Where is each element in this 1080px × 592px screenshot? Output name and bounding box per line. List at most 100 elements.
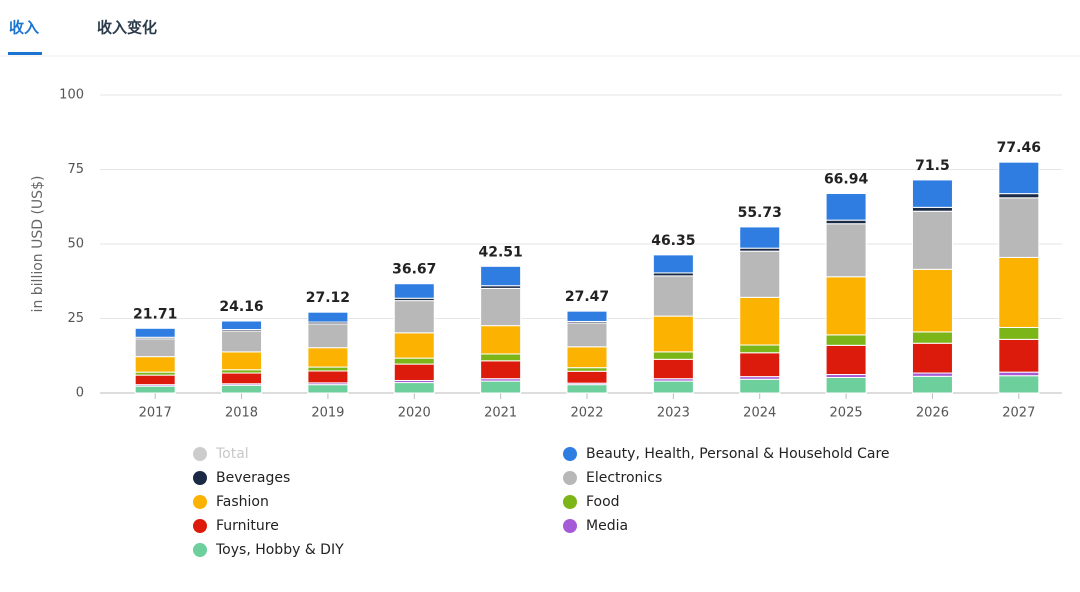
- bar-segment: [825, 223, 867, 278]
- bar-segment: [825, 193, 867, 221]
- legend-label[interactable]: Furniture: [216, 518, 279, 534]
- y-axis-label: in billion USD (US$): [30, 176, 46, 313]
- legend-label[interactable]: Beverages: [216, 470, 290, 486]
- x-tick-label: 2021: [484, 406, 517, 421]
- legend-marker: [563, 471, 577, 485]
- bar-segment: [998, 197, 1040, 258]
- bar-segment: [566, 367, 608, 372]
- bar-segment: [911, 179, 953, 208]
- legend-marker: [563, 495, 577, 509]
- bar-segment: [998, 193, 1040, 199]
- x-tick-label: 2026: [916, 406, 949, 421]
- x-tick-label: 2020: [398, 406, 431, 421]
- legend-label[interactable]: Total: [215, 446, 249, 462]
- bar-segment: [393, 357, 435, 365]
- y-tick-label: 25: [67, 311, 84, 326]
- bar-segment: [307, 384, 349, 394]
- x-tick-label: 2027: [1002, 406, 1035, 421]
- legend-marker: [193, 447, 207, 461]
- total-label: 71.5: [915, 158, 950, 174]
- bar-segment: [998, 256, 1040, 328]
- x-tick-label: 2022: [570, 406, 603, 421]
- bar-segment: [652, 380, 694, 394]
- bar-segment: [998, 375, 1040, 394]
- bar-segment: [480, 265, 522, 287]
- total-label: 36.67: [392, 262, 436, 278]
- bar-segment: [739, 352, 781, 378]
- bar-segment: [739, 296, 781, 346]
- bar-segment: [652, 358, 694, 380]
- bar-segment: [480, 353, 522, 362]
- bar-segment: [221, 351, 263, 371]
- bar-segment: [307, 323, 349, 349]
- bar-segment: [911, 331, 953, 344]
- bar-segment: [134, 356, 176, 373]
- bar-segment: [998, 338, 1040, 373]
- bar-segment: [480, 380, 522, 394]
- bar-segment: [307, 366, 349, 372]
- total-label: 27.12: [306, 290, 350, 306]
- total-label: 55.73: [738, 205, 782, 221]
- total-label: 46.35: [651, 233, 695, 249]
- total-label: 21.71: [133, 306, 177, 322]
- legend-label[interactable]: Food: [586, 494, 620, 510]
- bar-segment: [998, 326, 1040, 340]
- bar-segment: [221, 330, 263, 353]
- bar-segment: [825, 276, 867, 336]
- bar-segment: [739, 378, 781, 394]
- x-tick-label: 2019: [311, 406, 344, 421]
- bar-segment: [221, 372, 263, 385]
- total-label: 77.46: [997, 140, 1041, 156]
- x-tick-label: 2017: [139, 406, 172, 421]
- bar-segment: [134, 327, 176, 338]
- bar-segment: [739, 250, 781, 298]
- bar-segment: [652, 254, 694, 274]
- bar-segment: [307, 311, 349, 323]
- bar-segment: [739, 226, 781, 249]
- bar-segment: [566, 310, 608, 322]
- x-tick-label: 2024: [743, 406, 776, 421]
- bar-segment: [307, 347, 349, 368]
- legend-marker: [193, 495, 207, 509]
- legend-label[interactable]: Media: [586, 518, 628, 534]
- bar-segment: [566, 384, 608, 394]
- bar-segment: [911, 375, 953, 394]
- bar-segment: [221, 384, 263, 394]
- legend-marker: [563, 447, 577, 461]
- y-tick-label: 50: [67, 237, 84, 252]
- tab[interactable]: 收入变化: [97, 19, 157, 37]
- bar-segment: [825, 334, 867, 346]
- bar-segment: [393, 382, 435, 394]
- bar-segment: [825, 377, 867, 394]
- legend-label[interactable]: Fashion: [216, 494, 269, 510]
- bar-segment: [652, 315, 694, 353]
- bar-segment: [998, 371, 1040, 377]
- bar-segment: [480, 287, 522, 327]
- total-label: 27.47: [565, 289, 609, 305]
- legend-marker: [193, 543, 207, 557]
- total-label: 42.51: [478, 244, 522, 260]
- bar-segment: [825, 219, 867, 225]
- bar-segment: [566, 370, 608, 384]
- bar-segment: [134, 374, 176, 386]
- total-label: 24.16: [219, 299, 263, 315]
- legend-label[interactable]: Toys, Hobby & DIY: [215, 542, 344, 558]
- bar-segment: [480, 325, 522, 355]
- bar-segment: [911, 268, 953, 333]
- legend-marker: [193, 519, 207, 533]
- bar-segment: [911, 342, 953, 374]
- legend-label[interactable]: Electronics: [586, 470, 662, 486]
- x-tick-label: 2023: [657, 406, 690, 421]
- legend-label[interactable]: Beauty, Health, Personal & Household Car…: [586, 446, 890, 462]
- x-tick-label: 2018: [225, 406, 258, 421]
- total-label: 66.94: [824, 172, 869, 188]
- y-tick-label: 100: [59, 88, 84, 103]
- bar-segment: [566, 346, 608, 369]
- bar-segment: [307, 370, 349, 384]
- tab-underline: [8, 52, 42, 55]
- tab-active[interactable]: 收入: [9, 19, 39, 37]
- bar-segment: [652, 351, 694, 360]
- bar-segment: [911, 210, 953, 270]
